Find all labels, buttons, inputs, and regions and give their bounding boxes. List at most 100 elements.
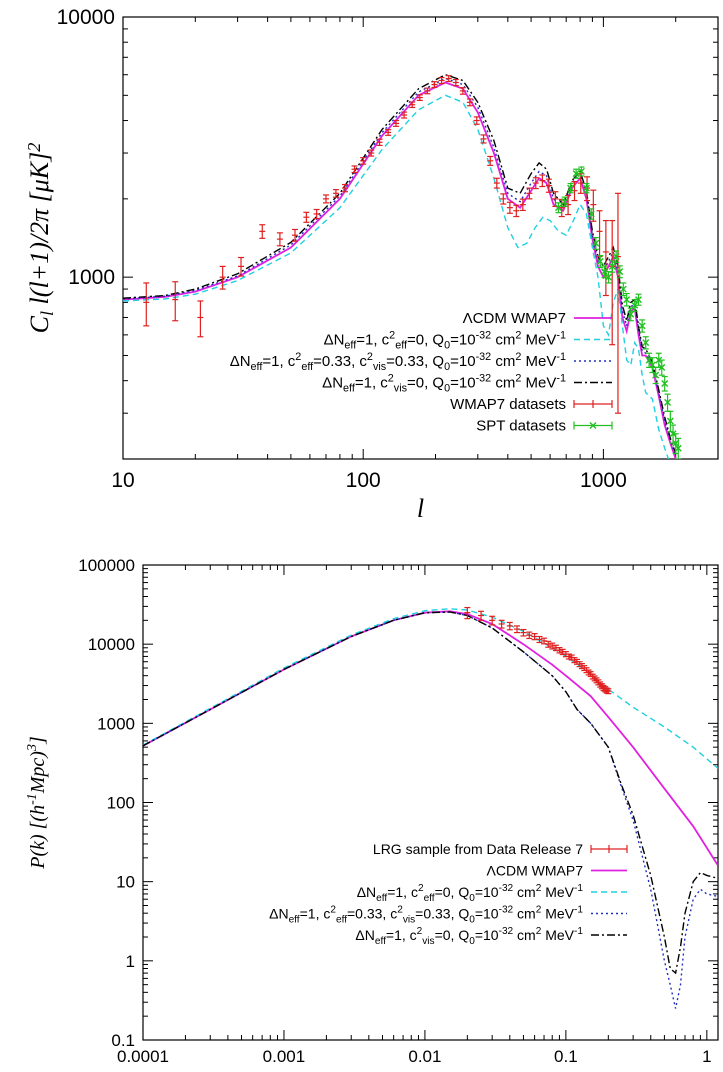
legend-label-c033-part: ΔN (230, 353, 251, 370)
spt-point (642, 336, 650, 350)
spt-point (638, 319, 646, 333)
spt-point (567, 182, 575, 194)
wmap-point (376, 138, 383, 146)
spt-point-marker (616, 268, 624, 276)
legend-label-c0: ΔNeff=1, c2eff=0, Q0=10-32 cm2 MeV-1 (357, 883, 584, 904)
series-line-cvis0 (143, 611, 718, 975)
legend-label-c033-part: -32 (476, 351, 492, 363)
legend-label-cvis0: ΔNeff=1, c2vis=0, Q0=10-32 cm2 MeV-1 (322, 373, 566, 395)
y-axis-label-part: P(k) [(h (27, 805, 49, 870)
spt-point-marker (582, 184, 590, 192)
wmap-point (322, 194, 329, 204)
lrg-point (545, 640, 552, 648)
legend-label-cvis0-part: MeV (541, 927, 574, 943)
legend-label-c033-part: =1, c (262, 353, 295, 370)
legend-label-c033-part: 0 (444, 361, 450, 373)
legend-label-cvis0: ΔNeff=1, c2vis=0, Q0=10-32 cm2 MeV-1 (355, 926, 583, 947)
legend-label-c033-part: =1, c (300, 906, 331, 922)
spt-point (631, 298, 639, 312)
y-tick-label: 10 (116, 873, 135, 892)
wmap-point (545, 178, 552, 193)
wmap-point (385, 129, 392, 136)
y-tick-label: 100 (107, 794, 135, 813)
spt-point (666, 410, 674, 433)
legend-label-cvis0-part: 0 (469, 936, 475, 947)
wmap-point (259, 224, 266, 239)
y-axis-label-part: l(l+1)/2π [μK] (25, 152, 54, 311)
legend-label-c033-part: -1 (574, 905, 583, 916)
wmap-point (438, 76, 445, 85)
y-tick-label: 1 (126, 952, 135, 971)
legend-label-c033-part: 2 (367, 351, 373, 363)
legend-label-c033-part: 2 (397, 905, 403, 916)
wmap-point (452, 78, 459, 87)
spt-point (596, 255, 604, 269)
lrg-point (605, 688, 612, 695)
legend-label-c0-part: 2 (536, 883, 542, 894)
series-line-c0 (123, 94, 670, 459)
legend-label-cvis0-part: ΔN (322, 375, 343, 392)
spt-point (608, 260, 616, 273)
legend-label-c033-part: =10 (450, 353, 475, 370)
legend-label-wmap: WMAP7 datasets (450, 396, 566, 413)
lrg-point (565, 653, 572, 660)
legend-label-cvis0-part: -32 (499, 926, 514, 937)
spt-point-marker (554, 204, 562, 212)
wmap-point (219, 265, 226, 290)
wmap-point (571, 180, 578, 202)
lrg-point (536, 635, 543, 644)
x-tick-label: 100 (346, 469, 381, 492)
legend-label-c033-part: eff (251, 361, 264, 373)
lrg-point (489, 615, 496, 626)
spt-point-marker (592, 239, 600, 247)
legend-label-c033-part: MeV (541, 906, 574, 922)
legend-label-c033-part: eff (336, 915, 347, 926)
spt-point-marker (631, 301, 639, 309)
legend-label-cvis0-part: 2 (417, 926, 423, 937)
spt-point (612, 250, 620, 263)
series-line-lcdm (123, 81, 677, 459)
legend-label-c033-part: =10 (475, 906, 499, 922)
y-axis-label-part: 3 (25, 744, 40, 752)
wmap-point (445, 75, 452, 83)
legend-label-cvis0-part: -1 (556, 373, 566, 385)
legend-label-c033-part: ΔN (269, 906, 288, 922)
spt-point (658, 359, 666, 376)
series-line-c0 (143, 608, 718, 769)
wmap-point (539, 174, 546, 188)
spt-point (600, 265, 608, 279)
wmap-point (197, 300, 204, 338)
spt-point-marker (600, 268, 608, 276)
wmap-point (506, 201, 513, 214)
legend-label-c033-part: -32 (499, 905, 514, 916)
legend-label-cvis0-part: MeV (521, 375, 556, 392)
x-tick-label: 1000 (580, 469, 627, 492)
legend-label-c033-part: eff (301, 361, 314, 373)
spt-point (616, 265, 624, 279)
legend-label-c033-part: =0.33, Q (415, 906, 469, 922)
spt-point (554, 202, 562, 214)
spt-point-marker (642, 339, 650, 347)
legend-label-c0-part: 0 (469, 893, 475, 904)
wmap-point (466, 98, 473, 107)
y-tick-label: 10000 (88, 635, 135, 654)
wmap-point (526, 187, 533, 200)
legend-label-c0-part: =10 (450, 332, 475, 349)
legend-label-cvis0-part: vis (422, 936, 434, 947)
y-axis-label-part: -1 (25, 793, 40, 805)
legend-label-cvis0-part: =10 (475, 927, 499, 943)
plot-frame (142, 564, 719, 1041)
wmap-point (500, 193, 507, 205)
wmap-point (303, 211, 310, 223)
legend-label-lcdm-part: ΛCDM WMAP7 (487, 863, 584, 879)
plot-area (143, 606, 718, 1009)
legend-label-c0-part: =1, c (387, 884, 418, 900)
y-axis-label-part: 2 (24, 143, 44, 152)
wmap-point (532, 177, 539, 190)
spt-point-marker (666, 417, 674, 425)
wmap-point (519, 198, 526, 212)
legend-label-c033-part: vis (403, 915, 415, 926)
series-line-c033 (123, 77, 677, 457)
wmap-point (351, 165, 358, 174)
y-tick-label: 0.1 (111, 1031, 135, 1050)
